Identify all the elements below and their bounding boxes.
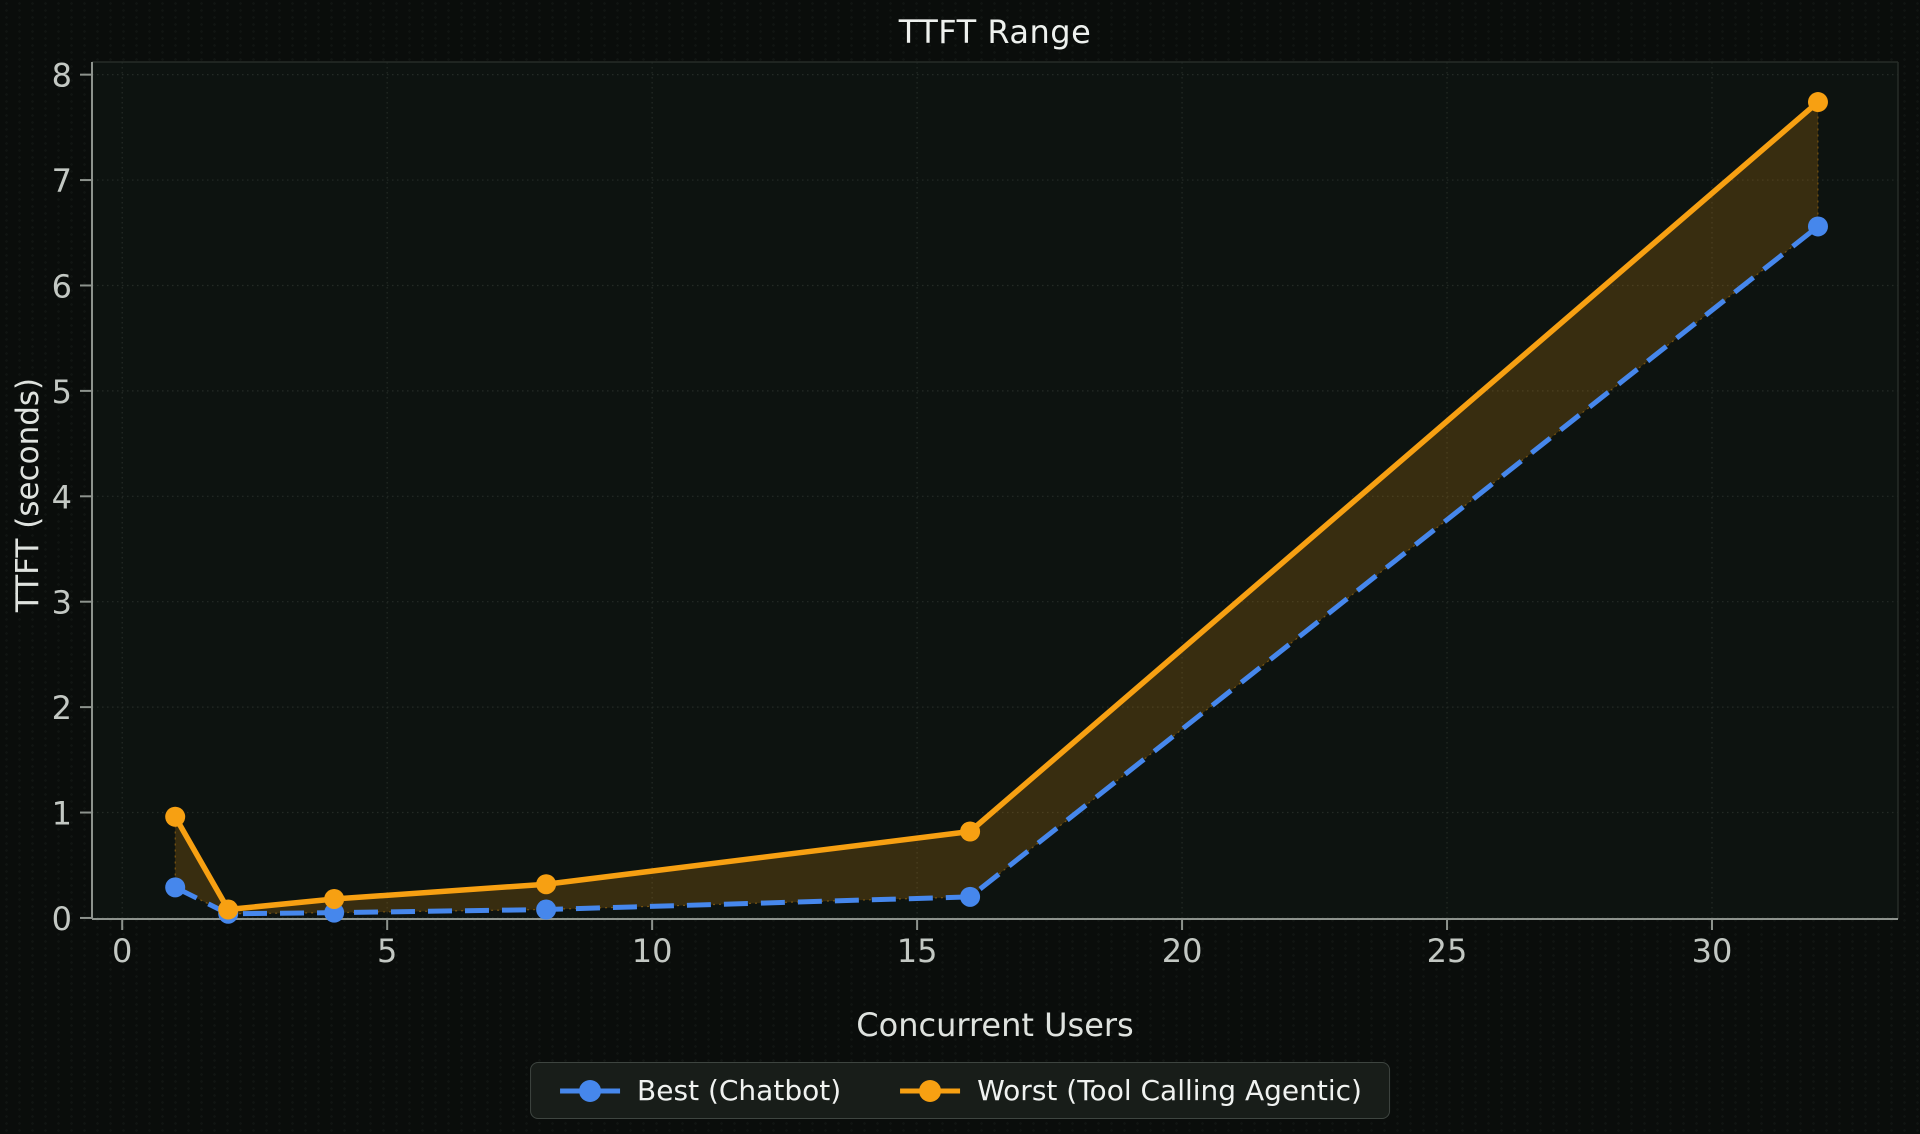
x-tick-label: 15 — [897, 932, 938, 970]
y-axis-label: TTFT (seconds) — [10, 377, 46, 613]
data-point-worst — [218, 899, 239, 920]
data-point-best — [960, 886, 981, 907]
chart-title: TTFT Range — [898, 13, 1092, 51]
data-point-worst — [165, 806, 186, 827]
y-tick-label: 8 — [52, 57, 72, 95]
y-tick-label: 5 — [52, 373, 72, 411]
y-tick-label: 4 — [52, 478, 72, 516]
axes-background — [92, 62, 1898, 919]
data-point-worst — [536, 874, 557, 895]
y-tick-label: 0 — [52, 900, 72, 938]
x-tick-label: 10 — [632, 932, 673, 970]
x-tick-label: 20 — [1162, 932, 1203, 970]
data-point-worst — [324, 888, 345, 909]
data-point-worst — [1807, 92, 1828, 113]
x-tick-label: 0 — [112, 932, 132, 970]
data-point-best — [165, 877, 186, 898]
legend-item-worst: Worst (Tool Calling Agentic) — [898, 1074, 1362, 1107]
data-point-best — [324, 902, 345, 923]
y-tick-label: 1 — [52, 795, 72, 833]
x-tick-label: 25 — [1427, 932, 1468, 970]
legend-dot — [919, 1079, 942, 1102]
x-tick-label: 5 — [377, 932, 397, 970]
series-line-worst — [172, 99, 1820, 913]
y-tick-label: 6 — [52, 267, 72, 305]
legend-label: Worst (Tool Calling Agentic) — [977, 1074, 1362, 1107]
legend-label: Best (Chatbot) — [637, 1074, 842, 1107]
data-point-best — [536, 899, 557, 920]
legend-dot — [579, 1079, 602, 1102]
legend-marker-icon — [900, 1079, 961, 1102]
data-point-best — [1807, 216, 1828, 237]
y-tick-label: 7 — [52, 162, 72, 200]
x-axis-label: Concurrent Users — [856, 1006, 1134, 1044]
data-point-worst — [960, 821, 981, 842]
legend-item-best: Best (Chatbot) — [558, 1074, 841, 1107]
y-tick-label: 3 — [52, 584, 72, 622]
legend-marker-icon — [560, 1079, 621, 1102]
x-tick-label: 30 — [1692, 932, 1733, 970]
legend: Best (Chatbot) Worst (Tool Calling Agenti… — [530, 1062, 1390, 1119]
y-tick-label: 2 — [52, 689, 72, 727]
